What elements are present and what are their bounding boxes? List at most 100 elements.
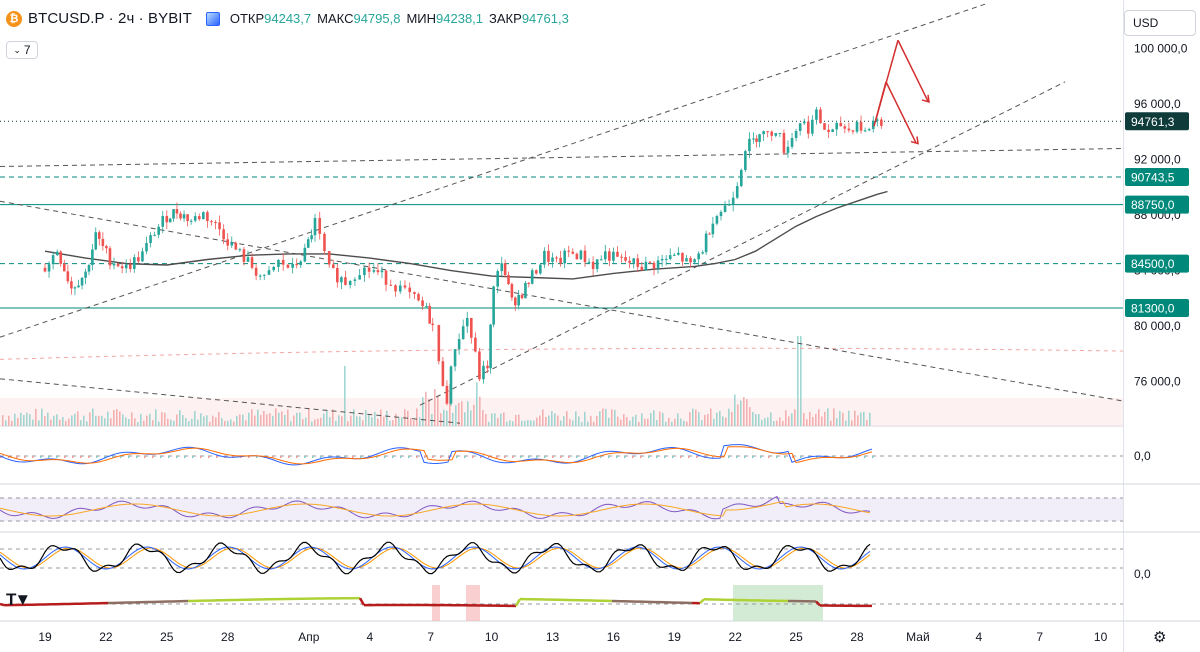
volume-bar bbox=[494, 413, 496, 426]
volume-bar bbox=[158, 421, 160, 426]
macd-histogram-bar bbox=[600, 456, 602, 458]
candle-body bbox=[145, 243, 148, 252]
macd-histogram-bar bbox=[472, 456, 474, 458]
macd-histogram-bar bbox=[320, 456, 322, 458]
volume-bar bbox=[719, 410, 721, 426]
volume-bar bbox=[299, 412, 301, 426]
time-tick-label: 22 bbox=[729, 630, 743, 644]
forecast-arrow-up-2 bbox=[873, 81, 887, 127]
price-axis[interactable]: 100 000,096 000,092 000,088 000,084 000,… bbox=[1125, 42, 1189, 581]
candle-body bbox=[489, 324, 492, 369]
volume-bar bbox=[257, 409, 259, 426]
candle-body bbox=[413, 292, 416, 295]
macd-histogram-bar bbox=[152, 456, 154, 458]
macd-histogram-bar bbox=[288, 456, 290, 458]
macd-histogram-bar bbox=[168, 456, 170, 458]
candle-body bbox=[230, 242, 234, 246]
volume-bar bbox=[167, 418, 169, 426]
macd-histogram-bar bbox=[584, 456, 586, 458]
candle-body bbox=[417, 294, 420, 301]
volume-bar bbox=[296, 412, 298, 426]
volume-bar bbox=[500, 413, 502, 426]
volume-bar bbox=[146, 415, 148, 426]
macd-histogram-bar bbox=[800, 456, 802, 458]
candle-body bbox=[124, 264, 128, 269]
candle-body bbox=[449, 366, 453, 404]
volume-bar bbox=[272, 415, 274, 426]
volume-bar bbox=[452, 412, 454, 426]
macd-pane bbox=[0, 444, 1123, 466]
volume-bar bbox=[857, 415, 859, 426]
volume-bar bbox=[143, 420, 145, 426]
macd-histogram-bar bbox=[664, 456, 666, 458]
candle-body bbox=[98, 232, 101, 239]
candle-body bbox=[59, 251, 63, 264]
volume-bar bbox=[86, 421, 88, 426]
macd-histogram-bar bbox=[248, 456, 250, 458]
candle-body bbox=[731, 197, 735, 205]
volume-bar bbox=[44, 416, 46, 426]
tradingview-logo-icon[interactable]: T▼ bbox=[6, 590, 31, 609]
macd-histogram-bar bbox=[752, 456, 754, 458]
volume-bar bbox=[101, 415, 103, 426]
macd-histogram-bar bbox=[24, 456, 26, 458]
symbol-title[interactable]: BTCUSD.P · 2ч · BYBIT bbox=[28, 10, 192, 27]
indicators-count: 7 bbox=[23, 43, 31, 57]
volume-bar bbox=[104, 418, 106, 426]
candle-body bbox=[254, 267, 258, 276]
candle-body bbox=[744, 151, 747, 170]
candle-body bbox=[193, 216, 197, 221]
candle-body bbox=[871, 120, 875, 130]
macd-histogram-bar bbox=[496, 456, 498, 458]
macd-signal-line bbox=[0, 446, 873, 465]
visibility-icon[interactable] bbox=[205, 11, 220, 26]
volume-bar bbox=[479, 396, 481, 426]
candle-body bbox=[457, 339, 461, 350]
volume-bar bbox=[53, 415, 55, 426]
volume-bar bbox=[206, 415, 208, 426]
time-tick-label: 7 bbox=[427, 630, 434, 644]
time-axis[interactable]: 19 22 25 28 Апр 4 7 10 13 16 19 22 25 28 Май 4 7 10 bbox=[38, 630, 1107, 644]
candle-body bbox=[470, 317, 473, 338]
candle-body bbox=[445, 385, 449, 404]
volume-bar bbox=[476, 382, 478, 426]
volume-bar bbox=[482, 410, 484, 426]
volume-bar bbox=[704, 414, 706, 426]
candle-body bbox=[806, 121, 810, 134]
macd-histogram-bar bbox=[280, 456, 282, 458]
volume-bar bbox=[869, 412, 871, 426]
volume-bar bbox=[578, 416, 580, 426]
descending-trend-line bbox=[0, 200, 1124, 402]
currency-button[interactable]: USD bbox=[1124, 10, 1196, 36]
ma-line bbox=[44, 190, 888, 280]
macd-histogram-bar bbox=[88, 456, 90, 458]
indicators-toggle-button[interactable]: ⌄ 7 bbox=[6, 41, 38, 59]
volume-bar bbox=[503, 412, 505, 426]
gear-icon[interactable]: ⚙ bbox=[1153, 629, 1167, 646]
volume-bar bbox=[542, 409, 544, 426]
volume-bar bbox=[611, 409, 613, 426]
volume-bar bbox=[629, 420, 631, 426]
volume-bar bbox=[119, 411, 121, 426]
macd-histogram-bar bbox=[784, 456, 786, 458]
candle-body bbox=[474, 337, 477, 352]
volume-bar bbox=[851, 420, 853, 426]
volume-bar bbox=[359, 416, 361, 426]
candle-body bbox=[681, 252, 684, 262]
candle-body bbox=[794, 130, 798, 139]
volume-bar bbox=[587, 421, 589, 426]
candle-body bbox=[563, 250, 566, 264]
forecast-arrow-down-1 bbox=[897, 39, 929, 102]
candle-body bbox=[863, 130, 867, 132]
volume-bar bbox=[545, 416, 547, 426]
candle-body bbox=[348, 280, 352, 285]
volume-bar bbox=[617, 416, 619, 426]
candle-body bbox=[847, 128, 851, 131]
time-tick-label: 19 bbox=[38, 630, 52, 644]
candle-body bbox=[323, 233, 326, 252]
candle-body bbox=[534, 270, 538, 274]
volume-bar bbox=[743, 397, 745, 426]
candle-body bbox=[461, 326, 465, 340]
volume-bar bbox=[581, 421, 583, 426]
